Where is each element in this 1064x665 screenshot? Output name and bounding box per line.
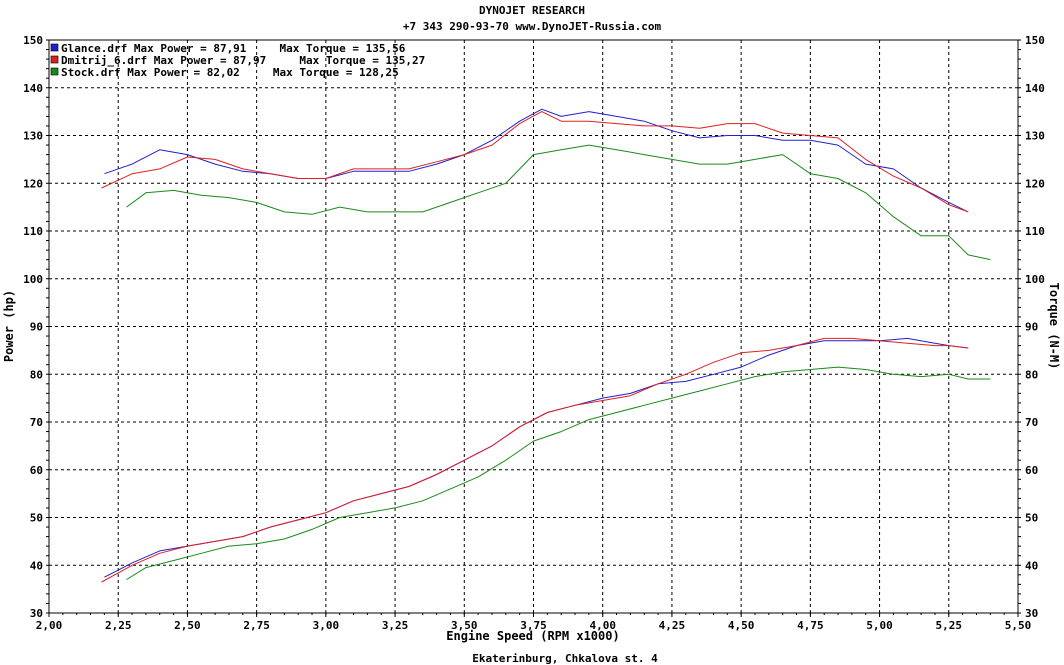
y-tick-label-left: 100 — [23, 273, 43, 286]
y-tick-label-left: 30 — [30, 607, 43, 620]
y-tick-label-left: 50 — [30, 512, 43, 525]
legend-swatch — [50, 43, 59, 52]
legend-entry: Glance.drf Max Power = 87,91 Max Torque … — [61, 42, 406, 55]
x-tick-label: 3,25 — [382, 619, 409, 632]
y-tick-label-left: 90 — [30, 321, 43, 334]
header-contact: +7 343 290-93-70 www.DynoJET-Russia.com — [403, 20, 662, 33]
y-tick-labels-left: 30 40 50 60 70 80 90 100 110 120 130 140 150 — [23, 34, 49, 620]
x-tick-label: 4,25 — [659, 619, 686, 632]
legend: Glance.drf Max Power = 87,91 Max Torque … — [50, 42, 425, 79]
y-tick-label-right: 110 — [1025, 225, 1045, 238]
y-tick-label-left: 70 — [30, 416, 43, 429]
plot-area — [48, 39, 1019, 614]
legend-entry: Stock.drf Max Power = 82,02 Max Torque =… — [61, 66, 399, 79]
y-tick-label-right: 120 — [1025, 177, 1045, 190]
y-tick-label-right: 100 — [1025, 273, 1045, 286]
y-tick-label-right: 70 — [1025, 416, 1038, 429]
x-tick-label: 5,00 — [866, 619, 893, 632]
x-tick-label: 3,75 — [520, 619, 547, 632]
x-tick-label: 4,75 — [797, 619, 824, 632]
legend-entry: Dmitrij_6.drf Max Power = 87,97 Max Torq… — [61, 54, 425, 67]
y-tick-label-left: 140 — [23, 82, 43, 95]
y-tick-label-left: 110 — [23, 225, 43, 238]
stock-torque-line — [126, 144, 991, 261]
y-tick-label-right: 150 — [1025, 34, 1045, 47]
x-tick-label: 2,00 — [36, 619, 63, 632]
x-tick-label: 4,00 — [589, 619, 616, 632]
series-layer — [101, 108, 991, 583]
glance-torque-line — [104, 108, 969, 213]
x-tick-label: 2,75 — [243, 619, 270, 632]
y-tick-label-left: 60 — [30, 464, 43, 477]
x-axis-label: Engine Speed (RPM x1000) — [446, 629, 619, 643]
x-tick-label: 5,25 — [936, 619, 963, 632]
y-tick-label-right: 140 — [1025, 82, 1045, 95]
y-tick-label-right: 130 — [1025, 130, 1045, 143]
footer-address: Ekaterinburg, Chkalova st. 4 — [472, 652, 658, 665]
dmitrij-torque-line — [101, 111, 969, 213]
x-tick-label: 3,50 — [451, 619, 478, 632]
y-tick-labels-right: 30 40 50 60 70 80 90 100 110 120 130 140 150 — [1018, 34, 1045, 620]
y-tick-label-right: 40 — [1025, 559, 1038, 572]
y-tick-label-left: 150 — [23, 34, 43, 47]
y-axis-label-left: Power (hp) — [2, 290, 16, 362]
y-tick-label-right: 80 — [1025, 368, 1038, 381]
x-tick-labels: 2,00 2,25 2,50 2,75 3,00 3,25 3,50 3,75 4,00 4,25… — [36, 613, 1032, 632]
legend-swatch — [50, 55, 59, 64]
x-tick-label: 5,50 — [1005, 619, 1032, 632]
x-tick-label: 2,50 — [174, 619, 201, 632]
y-tick-label-right: 50 — [1025, 512, 1038, 525]
y-tick-label-right: 60 — [1025, 464, 1038, 477]
y-tick-label-left: 80 — [30, 368, 43, 381]
y-tick-label-right: 90 — [1025, 321, 1038, 334]
dmitrij-power-line — [101, 337, 969, 583]
header-title: DYNOJET RESEARCH — [479, 4, 585, 17]
y-axis-label-right: Torque (N-M) — [1047, 283, 1061, 370]
legend-swatch — [50, 67, 59, 76]
x-tick-label: 3,00 — [313, 619, 340, 632]
stock-power-line — [126, 366, 991, 581]
y-tick-label-left: 130 — [23, 130, 43, 143]
y-tick-label-left: 120 — [23, 177, 43, 190]
y-tick-label-right: 30 — [1025, 607, 1038, 620]
x-tick-label: 4,50 — [728, 619, 755, 632]
y-tick-label-left: 40 — [30, 559, 43, 572]
x-tick-label: 2,25 — [105, 619, 132, 632]
